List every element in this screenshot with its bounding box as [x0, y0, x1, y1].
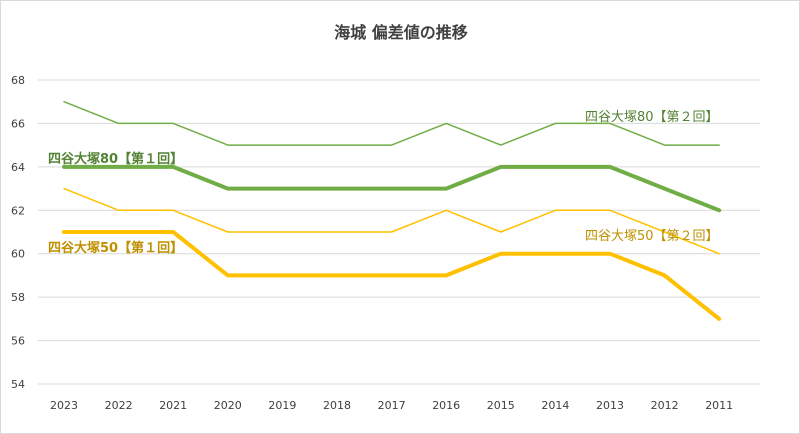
x-tick-label: 2011	[705, 399, 733, 412]
x-tick-label: 2017	[378, 399, 406, 412]
series-line-4	[62, 230, 722, 321]
x-tick-label: 2021	[159, 399, 187, 412]
series-lines	[62, 100, 722, 321]
y-tick-label: 56	[11, 335, 25, 348]
x-tick-label: 2022	[105, 399, 133, 412]
x-tick-label: 2020	[214, 399, 242, 412]
x-tick-label: 2012	[651, 399, 679, 412]
x-tick-label: 2018	[323, 399, 351, 412]
chart-title: 海城 偏差値の推移	[334, 23, 468, 42]
series-label-s50-1: 四谷大塚50【第１回】	[48, 240, 183, 256]
y-tick-label: 62	[11, 204, 25, 217]
series-label-s80-2: 四谷大塚80【第２回】	[585, 110, 719, 125]
series-line-1	[63, 100, 720, 146]
x-tick-label: 2016	[432, 399, 460, 412]
x-tick-label: 2023	[50, 399, 78, 412]
series-labels: 四谷大塚80【第２回】 四谷大塚80【第１回】 四谷大塚50【第２回】 四谷大塚…	[48, 110, 719, 256]
y-axis-ticks: 54 56 58 60 62 64 66 68	[11, 74, 25, 391]
series-line-2	[62, 164, 722, 213]
series-label-s80-1: 四谷大塚80【第１回】	[48, 151, 183, 167]
x-tick-label: 2019	[268, 399, 296, 412]
x-tick-label: 2014	[541, 399, 569, 412]
y-tick-label: 58	[11, 291, 25, 304]
y-tick-label: 60	[11, 248, 25, 261]
x-tick-label: 2015	[487, 399, 515, 412]
series-label-s50-2: 四谷大塚50【第２回】	[585, 229, 719, 244]
x-tick-label: 2013	[596, 399, 624, 412]
x-axis-ticks: 2023 2022 2021 2020 2019 2018 2017 2016 2015 2014…	[50, 399, 733, 412]
y-tick-label: 68	[11, 74, 25, 87]
series-line-3	[63, 187, 720, 255]
y-tick-label: 66	[11, 117, 25, 130]
y-tick-label: 54	[11, 378, 25, 391]
y-tick-label: 64	[11, 161, 25, 174]
